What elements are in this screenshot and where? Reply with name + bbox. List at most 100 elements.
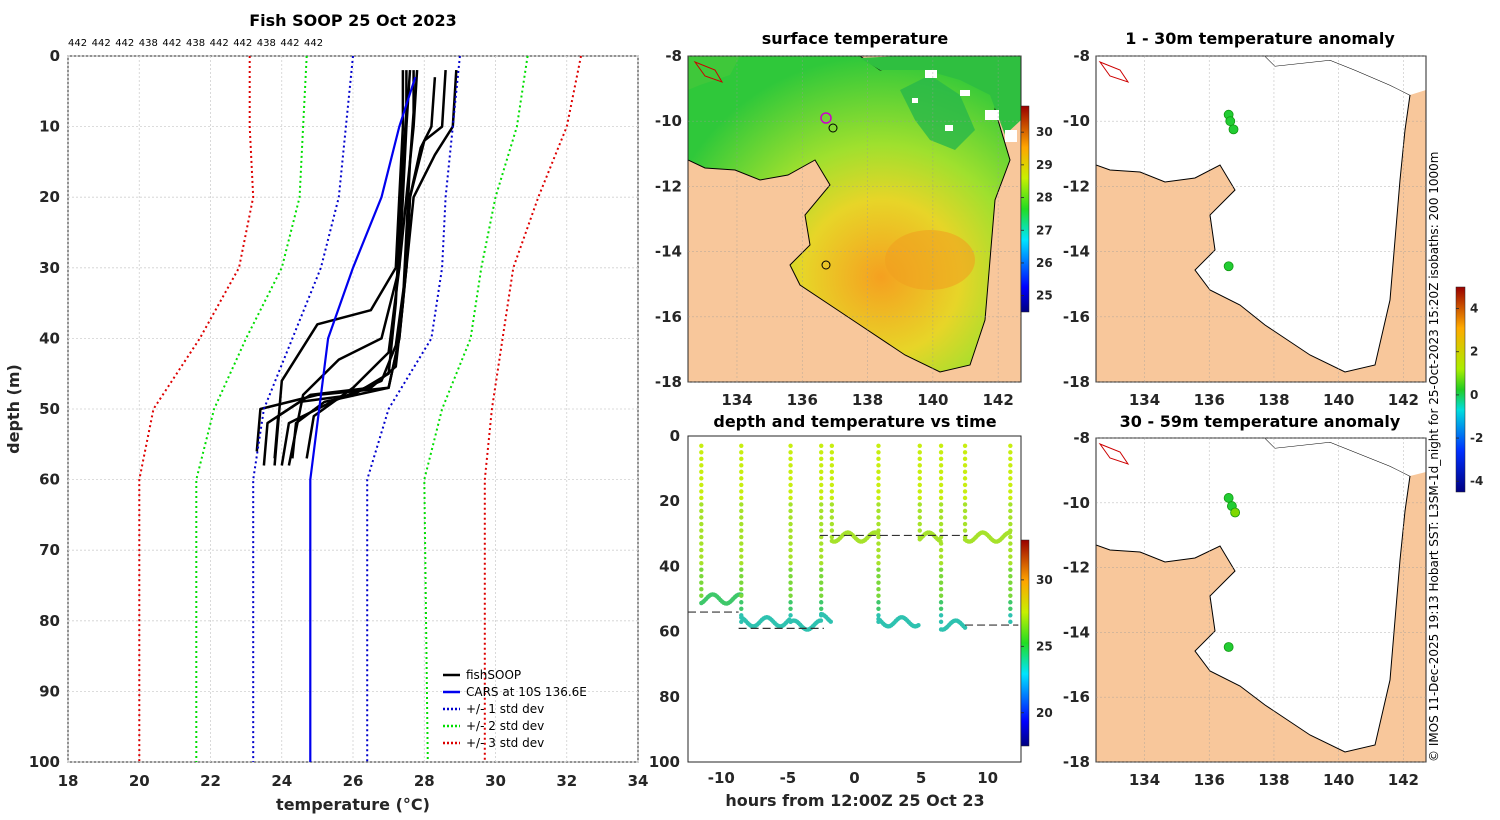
colorbar-tick-label: 4: [1470, 302, 1478, 316]
time-dive-point: [739, 534, 744, 540]
top-count-label: 442: [304, 38, 323, 49]
time-dive-point: [938, 495, 944, 501]
time-dive-point: [876, 456, 881, 462]
anomaly2-open-sea: [1265, 438, 1426, 476]
anomaly-panel-1: 1 - 30m temperature anomaly 134 136 138 140…: [1063, 29, 1427, 409]
time-dive-point: [962, 508, 968, 514]
time-dive-point: [699, 541, 704, 546]
time-dive-point: [1008, 606, 1013, 611]
time-dive-point: [739, 495, 744, 501]
legend-label-fishsoop: fishSOOP: [466, 668, 521, 682]
time-dive-point: [1008, 469, 1013, 475]
time-dive-point: [1008, 593, 1013, 598]
time-dive-point: [876, 508, 881, 514]
colorbar-tick-label: 20: [1036, 706, 1053, 720]
time-dive-point: [962, 456, 968, 462]
time-dive-point: [938, 502, 944, 507]
map-x-tick-label: 138: [852, 391, 883, 409]
time-dive-point: [819, 450, 824, 455]
time-dive-point: [819, 573, 824, 579]
time-dive-point: [876, 547, 881, 553]
map-y-tick-label: -18: [1063, 753, 1090, 771]
time-dive-point: [938, 554, 944, 559]
fishsoop-profile-line: [273, 70, 405, 466]
map-y-tick-label: -16: [655, 308, 682, 326]
time-dive-point: [788, 456, 793, 462]
time-dive-point: [962, 463, 968, 468]
time-dive-point: [739, 528, 744, 533]
time-dive-point: [739, 593, 744, 598]
map-y-tick-label: -10: [655, 112, 682, 130]
time-dive-point: [829, 456, 835, 462]
time-x-tick-label: 5: [916, 769, 926, 787]
time-dive-point: [819, 463, 824, 468]
map-x-tick-label: 136: [787, 391, 818, 409]
time-dive-point: [819, 482, 824, 488]
time-dive-point: [917, 508, 922, 514]
time-dive-point: [788, 443, 793, 448]
time-bottom-point: [828, 619, 833, 624]
time-dive-point: [1008, 463, 1013, 468]
time-dive-point: [739, 547, 744, 553]
time-dive-point: [1008, 495, 1013, 501]
time-dive-point: [876, 495, 881, 501]
map-y-tick-label: -12: [1063, 559, 1090, 577]
time-dive-point: [739, 600, 744, 605]
profile-x-label: temperature (°C): [276, 795, 430, 814]
time-dive-point: [788, 567, 793, 572]
time-dive-point: [938, 593, 944, 598]
anomaly1-title: 1 - 30m temperature anomaly: [1125, 29, 1395, 48]
time-dive-point: [1008, 476, 1013, 481]
time-dive-point: [938, 515, 944, 520]
time-dive-point: [1008, 534, 1013, 540]
time-dive-point: [699, 482, 704, 488]
time-dive-point: [962, 521, 968, 527]
time-dive-point: [739, 443, 744, 448]
colorbar-tick-label: 27: [1036, 223, 1053, 237]
time-dive-point: [938, 482, 944, 488]
sst-marker-1: [820, 112, 832, 124]
time-y-tick-label: 80: [659, 688, 680, 706]
time-dive-point: [876, 567, 881, 572]
time-dive-point: [788, 587, 793, 592]
map-y-tick-label: -14: [1063, 243, 1090, 261]
time-dive-point: [962, 528, 968, 533]
sst-marker-2: [828, 123, 838, 133]
time-dive-point: [938, 476, 944, 481]
time-dive-point: [1008, 456, 1013, 462]
anomaly-point: [1223, 261, 1234, 272]
time-dive-point: [962, 443, 968, 448]
time-dive-point: [819, 443, 824, 448]
colorbar-tick-label: -2: [1470, 431, 1483, 445]
time-dive-point: [876, 443, 881, 448]
time-dive-point: [938, 606, 944, 611]
map-y-tick-label: -8: [1073, 47, 1090, 65]
colorbar-tick-label: 25: [1036, 639, 1053, 653]
time-dive-point: [788, 463, 793, 468]
time-dive-point: [739, 508, 744, 514]
time-dive-point: [699, 573, 704, 579]
time-dive-point: [876, 587, 881, 592]
anomaly-colorbar: [1455, 286, 1466, 493]
anomaly2-grid: [1096, 437, 1426, 763]
time-dive-point: [788, 613, 793, 618]
anomaly-point: [1225, 116, 1236, 127]
time-y-tick-label: 40: [659, 557, 680, 575]
profile-y-ticks: 0 10 20 30 40 50 60 70 80 90 100: [29, 47, 60, 771]
colorbar-tick-label: 26: [1036, 256, 1053, 270]
x-tick-label: 24: [271, 772, 292, 790]
map-y-tick-label: -8: [665, 47, 682, 65]
top-count-label: 438: [186, 38, 205, 49]
sst-grid: [688, 55, 1021, 383]
time-dive-point: [1008, 515, 1013, 520]
map-x-tick-label: 140: [917, 391, 948, 409]
colorbar-tick-label: 30: [1036, 125, 1053, 139]
time-dive-point: [876, 573, 881, 579]
time-dive-point: [876, 482, 881, 488]
time-dive-point: [788, 547, 793, 553]
time-x-tick-label: -10: [708, 769, 735, 787]
time-dive-point: [938, 469, 944, 475]
map-x-tick-label: 142: [1388, 771, 1419, 789]
time-dive-point: [917, 528, 922, 533]
